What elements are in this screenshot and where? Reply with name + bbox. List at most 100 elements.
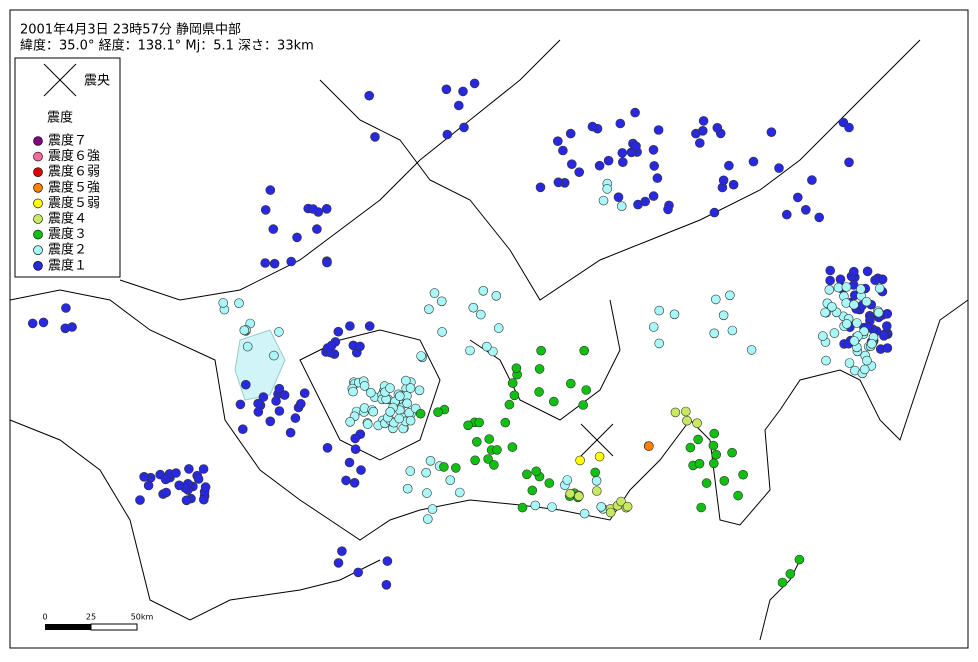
station [859,364,870,375]
station [682,415,692,426]
legend-label: 震度１ [48,257,87,273]
station [260,205,271,215]
station [171,468,181,478]
station [711,449,722,460]
station [534,387,544,397]
station [709,328,720,339]
station [849,336,860,346]
station [579,508,590,519]
station [258,392,269,402]
station [439,462,449,472]
station [882,308,893,319]
station [67,322,77,332]
station [844,358,855,368]
station [631,141,641,151]
header-line1: 2001年4月3日 23時57分 静岡県中部 [20,23,241,38]
legend-label: 震度６強 [48,148,100,164]
station [708,458,719,469]
station [285,427,296,438]
station [670,407,681,418]
station [848,266,859,277]
station [286,256,297,267]
station [648,322,659,332]
station [312,224,322,234]
station [27,318,38,329]
station [260,258,271,268]
station [712,123,723,133]
station [800,205,811,215]
station [416,351,426,361]
station [500,417,511,428]
station [870,275,880,286]
station [454,487,465,498]
station [364,321,375,331]
station [718,310,729,321]
station [507,378,518,388]
station [522,469,532,480]
station [531,466,542,477]
station [274,327,284,337]
legend-swatch [33,167,43,177]
station [198,464,209,474]
station [359,381,370,391]
station [350,433,361,444]
legend-epicenter-icon [43,63,77,97]
station [882,343,893,353]
station [841,282,852,292]
station [279,390,290,400]
station [727,325,738,336]
station [292,232,302,243]
station [441,84,452,95]
station [591,475,602,486]
station [725,290,735,301]
station [794,554,805,565]
station [38,317,49,328]
station [574,167,585,177]
legend-label: 震度４ [48,211,87,227]
station [381,579,392,590]
station [174,480,184,491]
station [617,157,628,167]
legend-swatch [33,198,43,209]
station [274,383,285,394]
station [218,298,228,308]
station [253,407,264,417]
station [654,305,665,316]
station [355,341,365,352]
legend-label: 震度２ [48,242,87,258]
station [785,569,796,579]
legend-swatch [33,214,43,224]
scale-end: 50km [131,613,154,622]
legend-label: 震度５強 [48,179,100,195]
legend-swatch [33,136,43,146]
station [465,345,475,356]
station [766,127,777,137]
station [290,413,301,423]
epicenter-marker [580,423,614,457]
station [640,196,651,207]
station [698,116,709,126]
station [866,338,877,349]
legend-swatch [33,245,43,255]
station [271,396,281,406]
station [414,385,425,396]
station [265,416,276,427]
station [517,502,528,513]
station [685,442,696,453]
header-line2: 緯度：35.0° 経度：138.1° Mj：5.1 深さ：33km [20,38,314,54]
station [708,440,719,451]
station [616,201,627,211]
station [429,288,440,298]
station [402,483,413,494]
station [509,390,520,401]
station [471,436,482,447]
station [841,298,852,308]
station [562,475,573,485]
station [265,185,276,195]
legend-swatch [33,183,43,193]
station [548,396,559,407]
station [241,379,251,390]
station [748,156,759,167]
station [862,266,873,277]
